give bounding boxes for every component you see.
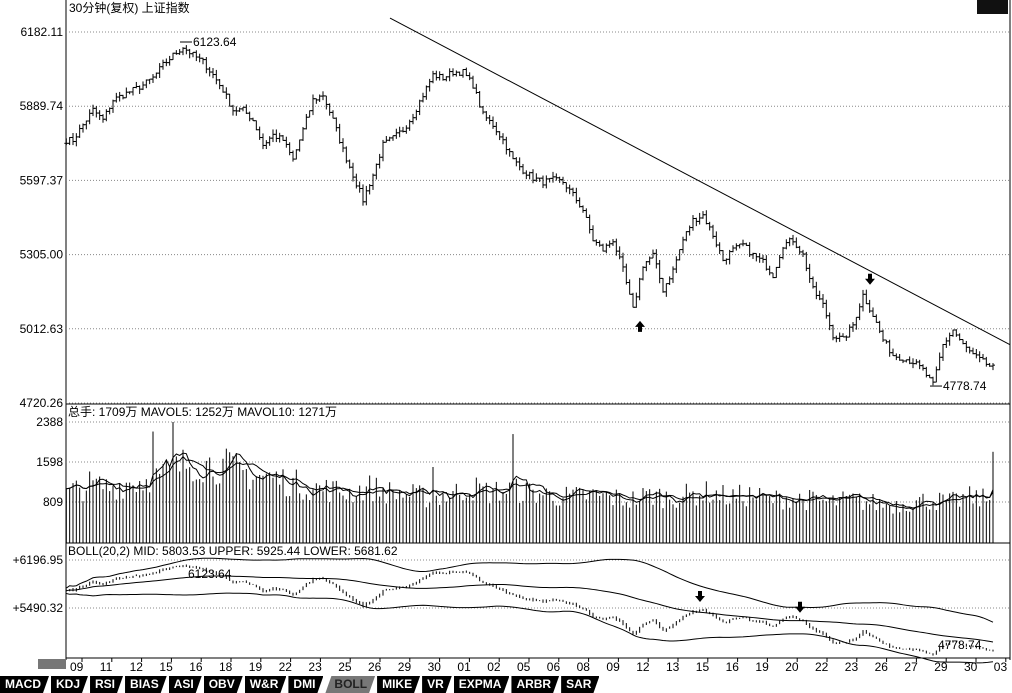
x-tick-label: 16 [189, 660, 203, 674]
boll-header: BOLL(20,2) MID: 5803.53 UPPER: 5925.44 L… [68, 544, 398, 558]
x-tick-label: 25 [338, 660, 352, 674]
x-tick-label: 16 [726, 660, 740, 674]
y-tick-label: 5305.00 [20, 248, 64, 262]
period-box [38, 659, 66, 669]
tab-boll[interactable]: BOLL [325, 676, 375, 693]
tab-obv[interactable]: OBV [204, 676, 243, 693]
x-tick-label: 09 [70, 660, 84, 674]
volume-panel: 2388 1598 809 [36, 415, 1010, 543]
y-tick-label: 5597.37 [20, 173, 64, 187]
tab-bias[interactable]: BIAS [125, 676, 167, 693]
y-tick-label: 5889.74 [20, 99, 64, 113]
boll-mid-line [66, 575, 994, 643]
tab-expma[interactable]: EXPMA [454, 676, 510, 693]
y-tick-label: 6182.11 [21, 25, 64, 39]
x-tick-label: 29 [398, 660, 412, 674]
boll-upper-line [66, 557, 994, 623]
x-tick-label: 18 [219, 660, 233, 674]
x-tick-label: 12 [636, 660, 650, 674]
x-tick-label: 08 [577, 660, 591, 674]
tab-vr[interactable]: VR [422, 676, 452, 693]
price-annotation: 4778.74 [943, 379, 987, 393]
mavol5-line [66, 452, 994, 511]
x-tick-label: 15 [696, 660, 710, 674]
x-tick-label: 20 [785, 660, 799, 674]
tab-wr[interactable]: W&R [245, 676, 287, 693]
arrow-down-icon [865, 273, 875, 285]
tab-sar[interactable]: SAR [561, 676, 599, 693]
tab-asi[interactable]: ASI [169, 676, 202, 693]
x-tick-label: 29 [934, 660, 948, 674]
x-tick-label: 12 [130, 660, 144, 674]
x-tick-label: 26 [875, 660, 889, 674]
boll-panel: +6196.95 +5490.32 6123.64 4778.74 [13, 553, 1010, 664]
chart-frame [65, 0, 1011, 660]
x-tick-label: 11 [100, 660, 113, 674]
x-tick-label: 09 [606, 660, 620, 674]
x-tick-label: 15 [159, 660, 173, 674]
tab-dmi[interactable]: DMI [288, 676, 323, 693]
y-tick-label: 809 [43, 495, 63, 509]
tab-macd[interactable]: MACD [0, 676, 49, 693]
tab-arbr[interactable]: ARBR [511, 676, 559, 693]
x-tick-label: 23 [308, 660, 322, 674]
tab-mike[interactable]: MIKE [377, 676, 420, 693]
x-axis: 09 11 12 15 16 18 19 22 23 25 26 29 30 01 02 05 06 08 09 12… [70, 658, 1007, 674]
y-tick-label: +5490.32 [13, 601, 64, 615]
y-tick-label: 5012.63 [20, 322, 64, 336]
x-tick-label: 05 [517, 660, 531, 674]
chart-title: 30分钟(复权) 上证指数 [69, 0, 190, 15]
y-tick-label: +6196.95 [13, 553, 64, 567]
x-tick-label: 02 [487, 660, 501, 674]
price-panel: 6182.11 5889.74 5597.37 5305.00 5012.63 4720.… [20, 17, 1011, 410]
boll-annotation: 4778.74 [938, 638, 982, 652]
arrow-down-icon [695, 590, 705, 602]
x-tick-label: 27 [904, 660, 918, 674]
boll-lower-line [66, 592, 994, 664]
x-tick-label: 26 [368, 660, 382, 674]
price-annotation: 6123.64 [193, 35, 237, 49]
y-tick-label: 4720.26 [20, 396, 64, 410]
y-tick-label: 2388 [36, 415, 63, 429]
x-tick-label: 13 [666, 660, 680, 674]
tab-kdj[interactable]: KDJ [51, 676, 88, 693]
x-tick-label: 22 [815, 660, 829, 674]
x-tick-label: 30 [428, 660, 442, 674]
x-tick-label: 22 [279, 660, 293, 674]
x-tick-label: 23 [845, 660, 859, 674]
x-tick-label: 19 [755, 660, 769, 674]
x-tick-label: 19 [249, 660, 263, 674]
tab-rsi[interactable]: RSI [90, 676, 123, 693]
indicator-tabs: MACD KDJ RSI BIAS ASI OBV W&R DMI BOLL MIKE VR EXPM… [0, 676, 599, 693]
arrow-down-icon [795, 601, 805, 613]
boll-annotation: 6123.64 [188, 567, 232, 581]
x-tick-label: 06 [547, 660, 561, 674]
corner-indicator [977, 0, 1008, 14]
x-tick-label: 30 [964, 660, 978, 674]
x-tick-label: 03 [994, 660, 1008, 674]
mavol10-line [66, 455, 994, 509]
x-tick-label: 01 [457, 660, 471, 674]
arrow-up-icon [635, 320, 645, 332]
trend-line [389, 17, 1011, 346]
volume-header: 总手: 1709万 MAVOL5: 1252万 MAVOL10: 1271万 [68, 405, 337, 419]
y-tick-label: 1598 [36, 455, 63, 469]
